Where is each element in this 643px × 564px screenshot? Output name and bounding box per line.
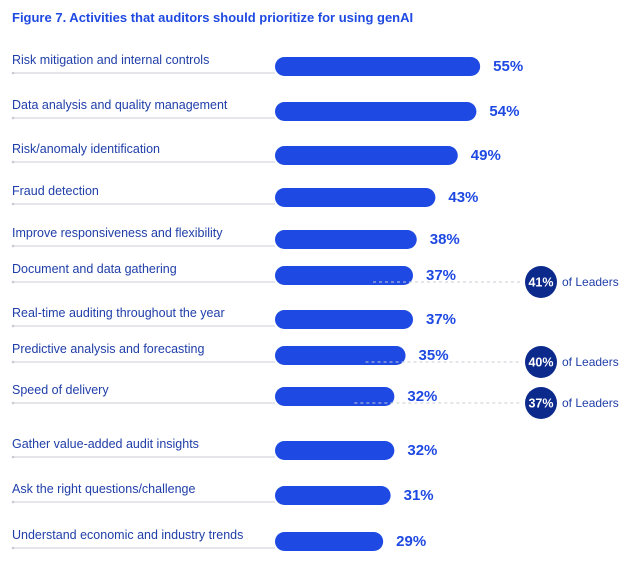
row-rule-dot <box>11 324 15 328</box>
row-rule-dot <box>11 202 15 206</box>
value-label: 38% <box>430 231 460 248</box>
value-label: 35% <box>419 347 449 364</box>
category-label: Gather value-added audit insights <box>12 437 199 451</box>
leaders-suffix: of Leaders <box>562 355 619 369</box>
category-label: Improve responsiveness and flexibility <box>12 226 223 240</box>
category-label: Real-time auditing throughout the year <box>12 306 225 320</box>
chart-title: Figure 7. Activities that auditors shoul… <box>12 10 414 25</box>
value-label: 55% <box>493 58 523 75</box>
category-label: Risk mitigation and internal controls <box>12 53 209 67</box>
category-label: Understand economic and industry trends <box>12 528 243 542</box>
value-label: 37% <box>426 311 456 328</box>
bar <box>275 188 436 207</box>
category-label: Predictive analysis and forecasting <box>12 342 205 356</box>
row-rule-dot <box>11 160 15 164</box>
category-label: Speed of delivery <box>12 383 109 397</box>
value-label: 32% <box>407 388 437 405</box>
leaders-badge <box>525 387 557 419</box>
value-label: 31% <box>404 487 434 504</box>
row-rule-dot <box>11 280 15 284</box>
category-label: Risk/anomaly identification <box>12 142 160 156</box>
leaders-badge <box>525 266 557 298</box>
bar <box>275 387 395 406</box>
row-rule-dot <box>11 401 15 405</box>
row-rule-dot <box>11 546 15 550</box>
row-rule-dot <box>11 71 15 75</box>
value-label: 49% <box>471 147 501 164</box>
bar <box>275 532 384 551</box>
bar <box>275 102 477 121</box>
category-label: Document and data gathering <box>12 262 177 276</box>
bar <box>275 441 395 460</box>
row-rule-dot <box>11 244 15 248</box>
bar <box>275 230 417 249</box>
row-rule-dot <box>11 116 15 120</box>
bar <box>275 310 414 329</box>
bar <box>275 486 391 505</box>
row-rule-dot <box>11 500 15 504</box>
category-label: Fraud detection <box>12 184 99 198</box>
value-label: 32% <box>407 442 437 459</box>
value-label: 54% <box>489 103 519 120</box>
leaders-suffix: of Leaders <box>562 396 619 410</box>
leaders-badge-value: 40% <box>528 356 553 370</box>
leaders-badge-value: 37% <box>528 397 553 411</box>
category-label: Ask the right questions/challenge <box>12 482 195 496</box>
leaders-badge <box>525 346 557 378</box>
leaders-suffix: of Leaders <box>562 275 619 289</box>
value-label: 29% <box>396 533 426 550</box>
leaders-badge-value: 41% <box>528 276 553 290</box>
bar <box>275 146 458 165</box>
bar <box>275 57 481 76</box>
bar <box>275 266 414 285</box>
bar <box>275 346 406 365</box>
category-label: Data analysis and quality management <box>12 98 228 112</box>
row-rule-dot <box>11 455 15 459</box>
value-label: 37% <box>426 267 456 284</box>
value-label: 43% <box>448 189 478 206</box>
row-rule-dot <box>11 360 15 364</box>
